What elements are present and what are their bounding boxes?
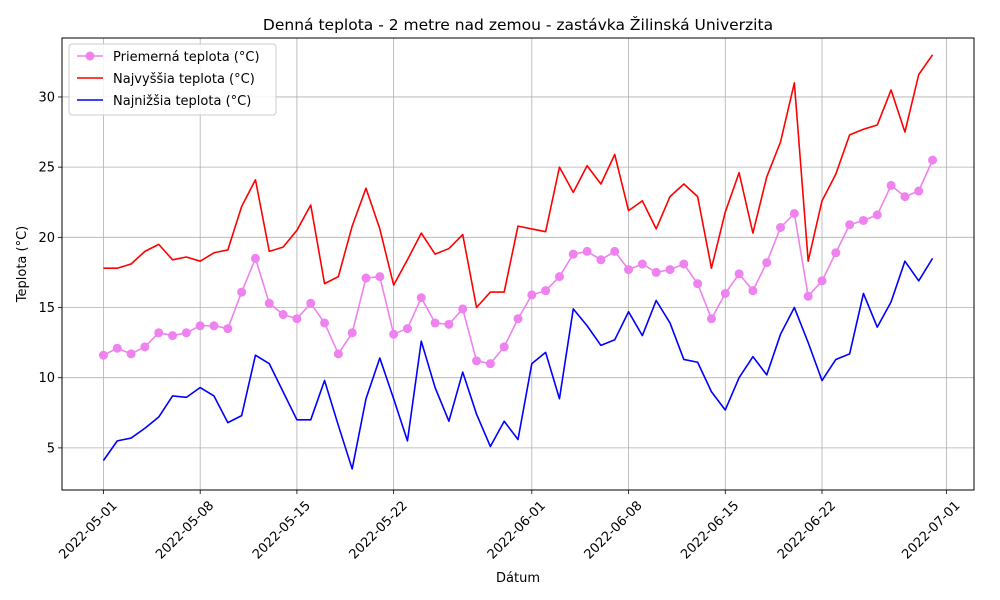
- average-point: [762, 258, 772, 268]
- average-point: [140, 342, 150, 352]
- average-point: [485, 359, 495, 369]
- y-tick-label: 30: [38, 90, 55, 105]
- y-tick-label: 25: [38, 161, 55, 176]
- average-point: [900, 192, 910, 202]
- average-point: [98, 350, 108, 360]
- series-lines: [98, 54, 938, 470]
- average-point: [582, 246, 592, 256]
- average-point: [430, 318, 440, 328]
- average-point: [720, 288, 730, 298]
- legend-item-minimum: Najnižšia teplota (°C): [77, 94, 251, 109]
- average-point: [651, 267, 661, 277]
- legend-marker-average: [85, 51, 95, 61]
- average-point: [803, 291, 813, 301]
- average-point: [527, 290, 537, 300]
- average-point: [306, 298, 316, 308]
- average-point: [209, 321, 219, 331]
- legend-label-maximum: Najvyššia teplota (°C): [113, 72, 255, 87]
- average-point: [831, 248, 841, 258]
- average-point: [706, 314, 716, 324]
- average-point: [568, 249, 578, 259]
- average-point: [734, 269, 744, 279]
- average-point: [928, 155, 938, 165]
- legend-label-average: Priemerná teplota (°C): [113, 50, 260, 65]
- average-point: [168, 331, 178, 341]
- average-point: [458, 304, 468, 314]
- average-point: [250, 253, 260, 263]
- average-point: [347, 328, 357, 338]
- y-tick-label: 20: [38, 231, 55, 246]
- average-point: [264, 298, 274, 308]
- y-tick-label: 10: [38, 371, 55, 386]
- average-point: [499, 342, 509, 352]
- average-point: [789, 208, 799, 218]
- average-point: [375, 272, 385, 282]
- average-point: [444, 319, 454, 329]
- average-point: [181, 328, 191, 338]
- average-point: [472, 356, 482, 366]
- average-point: [513, 314, 523, 324]
- series-line-maximum: [103, 54, 934, 309]
- average-point: [320, 318, 330, 328]
- average-point: [693, 279, 703, 289]
- average-point: [223, 324, 233, 334]
- average-point: [416, 293, 426, 303]
- legend: Priemerná teplota (°C) Najvyššia teplota…: [68, 43, 277, 116]
- average-point: [154, 328, 164, 338]
- average-point: [858, 215, 868, 225]
- average-point: [845, 220, 855, 230]
- average-point: [872, 210, 882, 220]
- average-point: [554, 272, 564, 282]
- average-point: [665, 265, 675, 275]
- average-point: [361, 273, 371, 283]
- average-point: [126, 349, 136, 359]
- average-point: [402, 324, 412, 334]
- average-point: [748, 286, 758, 296]
- average-point: [278, 310, 288, 320]
- average-point: [292, 314, 302, 324]
- average-point: [112, 343, 122, 353]
- average-point: [389, 329, 399, 339]
- series-line-minimum: [102, 257, 934, 470]
- legend-label-minimum: Najnižšia teplota (°C): [113, 94, 251, 109]
- average-point: [817, 276, 827, 286]
- average-point: [624, 265, 634, 275]
- average-point: [679, 259, 689, 269]
- y-axis-title: Teplota (°C): [15, 226, 30, 303]
- grid: [62, 38, 974, 490]
- average-point: [886, 180, 896, 190]
- y-tick-label: 15: [38, 301, 55, 316]
- average-point: [596, 255, 606, 265]
- legend-box: [68, 43, 277, 116]
- average-point: [637, 259, 647, 269]
- average-point: [333, 349, 343, 359]
- legend-item-average: Priemerná teplota (°C): [77, 50, 260, 65]
- x-axis-title: Dátum: [496, 571, 540, 586]
- plot-frame: [61, 37, 975, 491]
- average-point: [610, 246, 620, 256]
- average-point: [195, 321, 205, 331]
- chart-title: Denná teplota - 2 metre nad zemou - zast…: [263, 15, 773, 34]
- legend-item-maximum: Najvyššia teplota (°C): [77, 72, 255, 87]
- average-point: [914, 186, 924, 196]
- y-tick-label: 5: [47, 441, 55, 456]
- average-point: [237, 287, 247, 297]
- average-point: [776, 223, 786, 232]
- average-point: [541, 286, 551, 296]
